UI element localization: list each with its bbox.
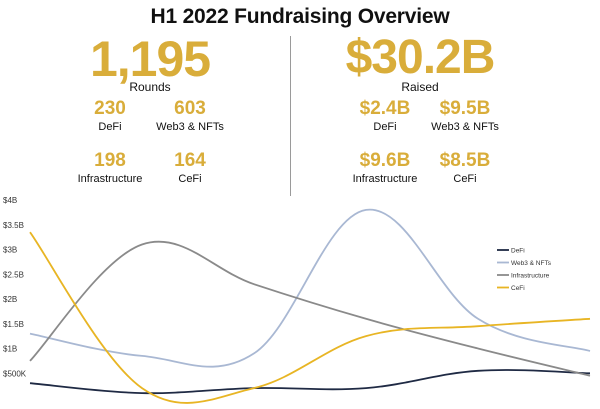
y-tick-label: $2B xyxy=(3,295,17,304)
panel-divider xyxy=(290,36,291,196)
raised-defi-label: DeFi xyxy=(373,121,397,133)
legend-label: Web3 & NFTs xyxy=(511,260,552,267)
y-tick-label: $500K xyxy=(3,369,27,378)
fundraising-line-chart: $500K $1B $1.5B $2B $2.5B $3B $3.5B $4B DeFi Web… xyxy=(3,196,591,404)
rounds-cefi-label: CeFi xyxy=(178,173,202,185)
legend: DeFi Web3 & NFTs Infrastructure CeFi xyxy=(497,247,552,292)
rounds-infrastructure-value: 198 xyxy=(94,150,126,171)
raised-cefi-value: $8.5B xyxy=(439,150,491,171)
raised-web3-label: Web3 & NFTs xyxy=(431,121,499,133)
legend-label: Infrastructure xyxy=(511,272,550,279)
raised-total-value: $30.2B xyxy=(345,31,496,84)
rounds-total-value: 1,195 xyxy=(89,31,211,87)
rounds-infrastructure-label: Infrastructure xyxy=(77,173,143,185)
rounds-web3-label: Web3 & NFTs xyxy=(156,121,224,133)
rounds-web3-value: 603 xyxy=(174,98,206,119)
raised-defi-value: $2.4B xyxy=(359,98,411,119)
raised-infrastructure-value: $9.6B xyxy=(359,150,411,171)
rounds-defi-value: 230 xyxy=(94,98,126,119)
legend-label: CeFi xyxy=(511,285,525,292)
rounds-cefi-value: 164 xyxy=(174,150,206,171)
y-axis: $500K $1B $1.5B $2B $2.5B $3B $3.5B $4B xyxy=(3,196,27,378)
y-tick-label: $3B xyxy=(3,246,17,255)
legend-label: DeFi xyxy=(511,247,525,254)
series-line-infrastructure xyxy=(29,240,591,377)
series-line-defi xyxy=(29,369,591,395)
y-tick-label: $3.5B xyxy=(3,221,24,230)
raised-cefi-label: CeFi xyxy=(453,173,477,185)
series-line-cefi xyxy=(29,231,591,404)
y-tick-label: $1B xyxy=(3,345,17,354)
rounds-total-label: Rounds xyxy=(129,80,171,94)
raised-total-label: Raised xyxy=(401,80,439,94)
series-lines xyxy=(29,208,591,404)
rounds-defi-label: DeFi xyxy=(98,121,122,133)
y-tick-label: $4B xyxy=(3,196,17,205)
y-tick-label: $1.5B xyxy=(3,320,24,329)
series-line-web3-nfts xyxy=(29,208,591,368)
raised-web3-value: $9.5B xyxy=(439,98,491,119)
chart-title: H1 2022 Fundraising Overview xyxy=(150,5,450,28)
raised-infrastructure-label: Infrastructure xyxy=(352,173,418,185)
y-tick-label: $2.5B xyxy=(3,270,24,279)
